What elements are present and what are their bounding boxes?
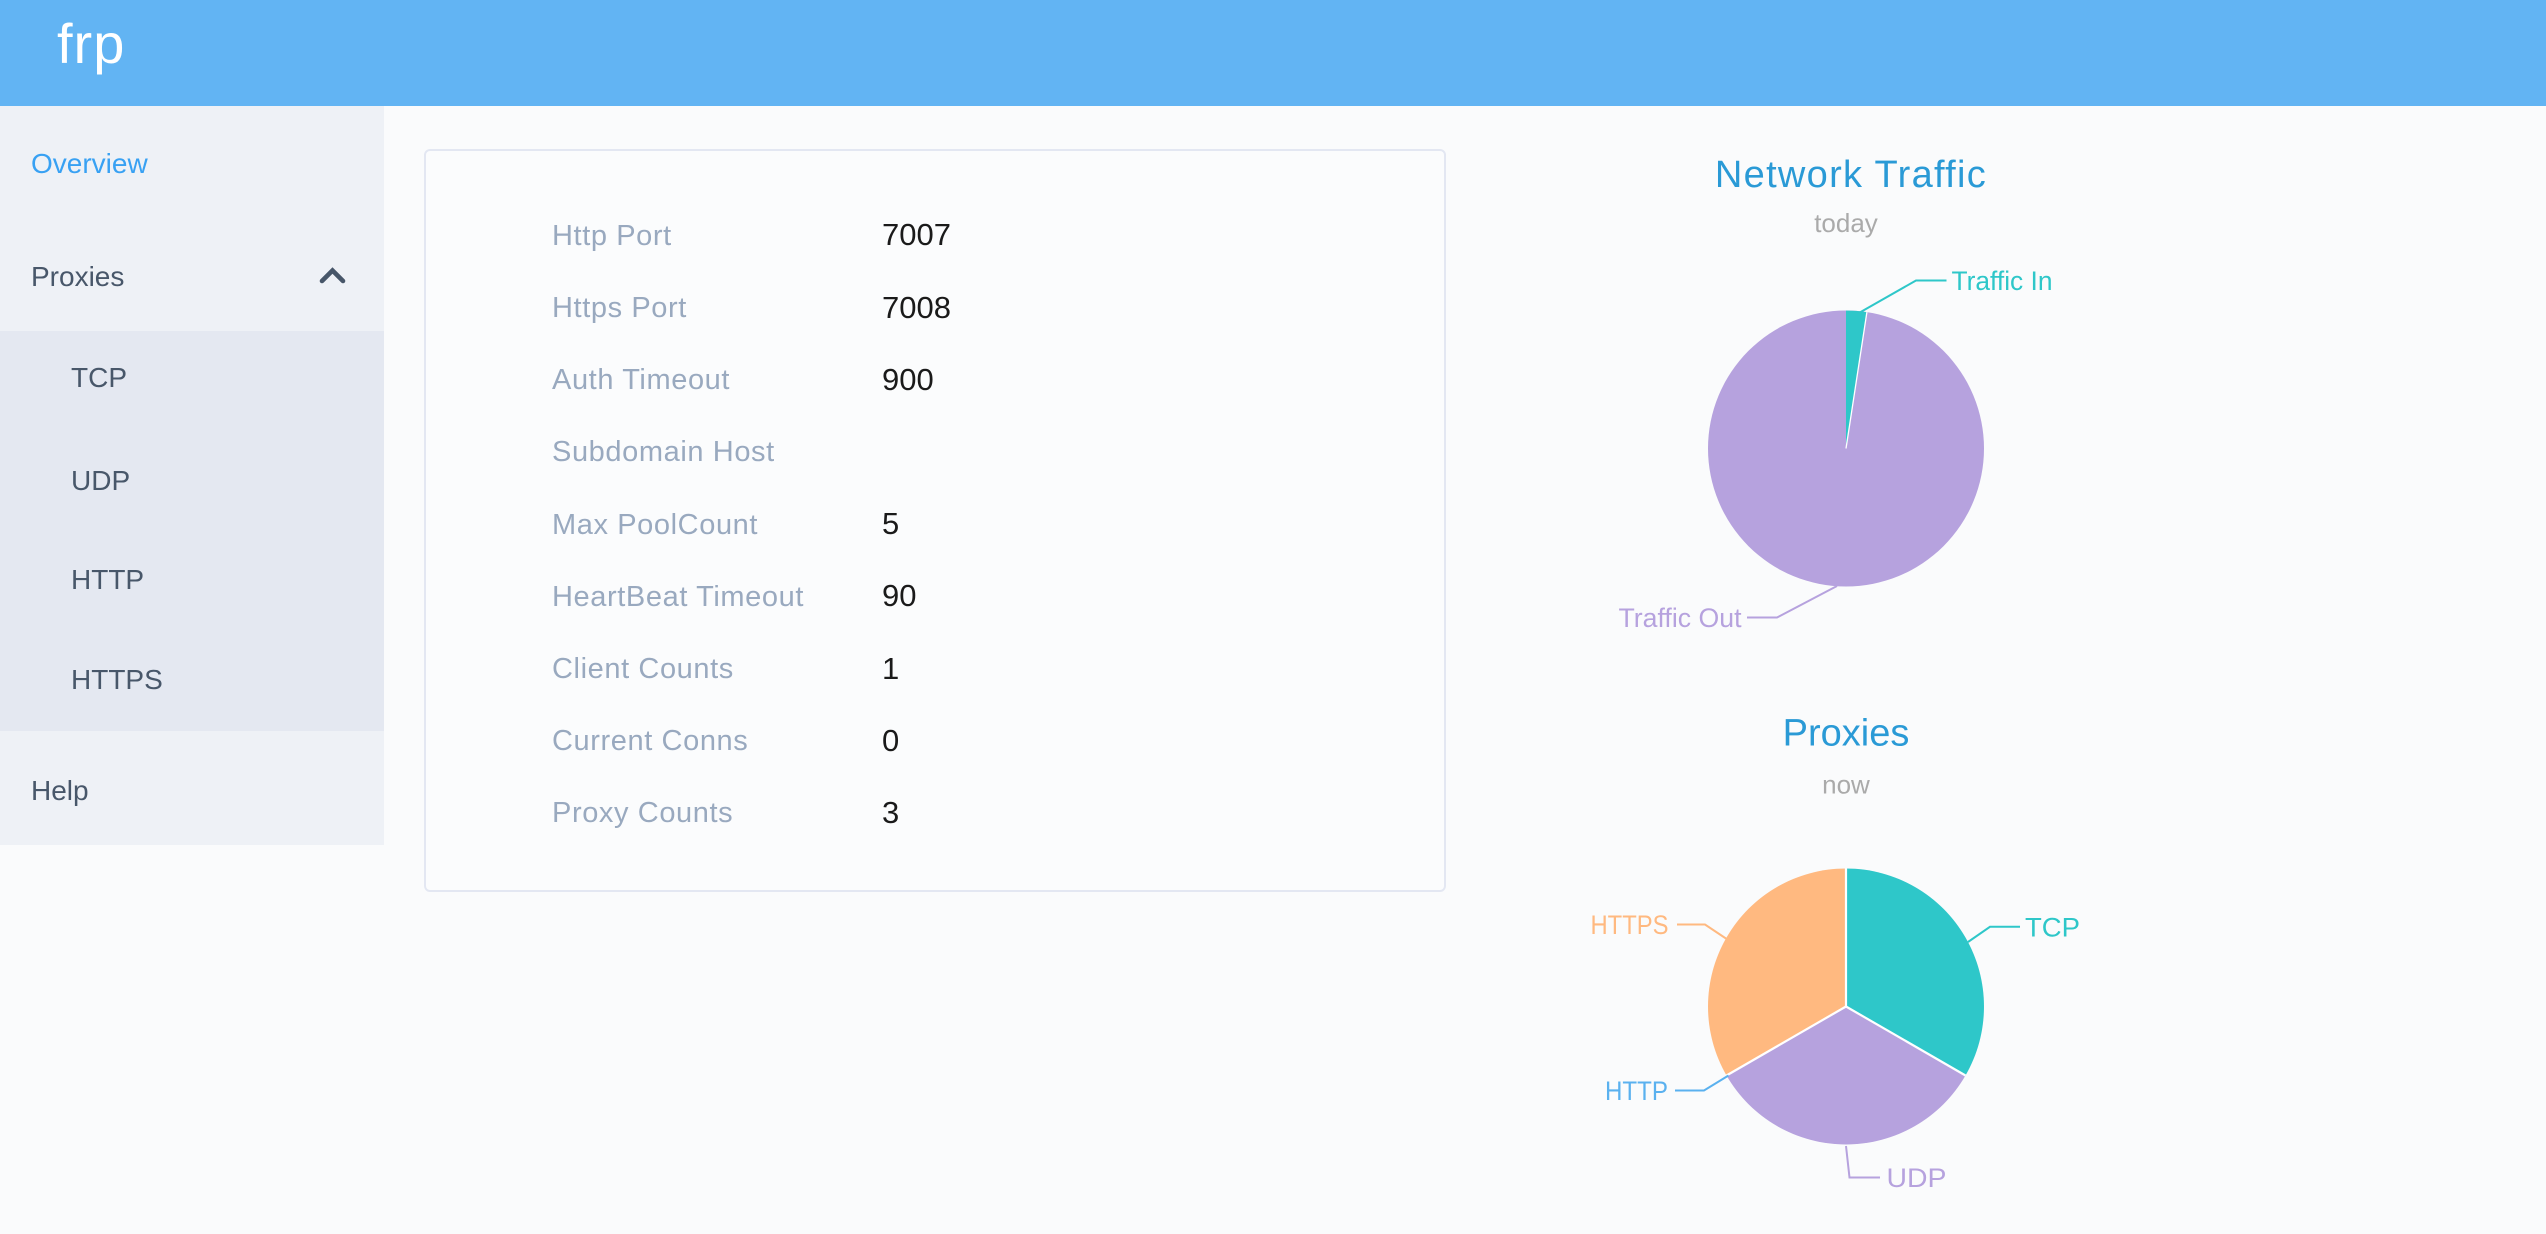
svg-text:TCP: TCP	[2025, 913, 2080, 943]
svg-text:Network Traffic: Network Traffic	[1715, 154, 1987, 196]
svg-text:HTTP: HTTP	[1605, 1076, 1668, 1106]
svg-text:Traffic Out: Traffic Out	[1619, 603, 1742, 633]
svg-text:HTTPS: HTTPS	[1591, 910, 1669, 940]
svg-text:Proxies: Proxies	[1783, 713, 1910, 755]
svg-text:Traffic In: Traffic In	[1952, 266, 2053, 296]
svg-text:now: now	[1822, 770, 1870, 800]
svg-text:UDP: UDP	[1887, 1163, 1947, 1193]
svg-text:today: today	[1814, 208, 1878, 238]
